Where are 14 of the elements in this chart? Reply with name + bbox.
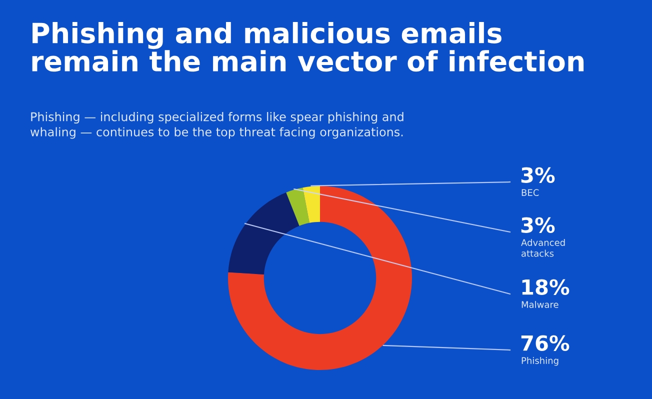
data-label: 3% — [521, 217, 555, 233]
data-label: 3% — [521, 167, 555, 183]
donut-slice — [228, 192, 300, 274]
data-label: 76% — [521, 335, 570, 351]
slice-label: Advanced attacks — [521, 239, 565, 257]
donut-slice — [286, 188, 310, 226]
chart-title: Phishing and malicious emails remain the main vector of infection — [32, 22, 584, 72]
donut-slice — [228, 186, 412, 370]
slice-label: BEC — [522, 189, 539, 196]
slice-label: Malware — [522, 301, 558, 308]
slice-label: Phishing — [522, 357, 558, 366]
chart-subtitle: Phishing — including specialized forms like spear phishing and whaling — continues to be the top threat facing organizations. — [30, 112, 404, 139]
donut-slice — [302, 186, 320, 223]
data-label: 18% — [522, 279, 570, 295]
